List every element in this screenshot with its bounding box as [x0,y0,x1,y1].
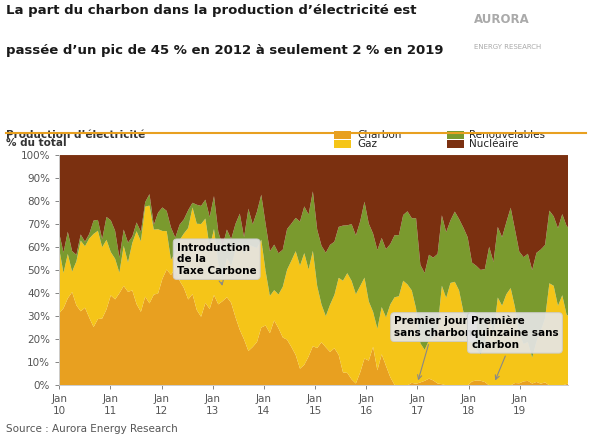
Text: passée d’un pic de 45 % en 2012 à seulement 2 % en 2019: passée d’un pic de 45 % en 2012 à seulem… [6,44,443,57]
Text: Nucléaire: Nucléaire [469,140,519,149]
Text: La part du charbon dans la production d’électricité est: La part du charbon dans la production d’… [6,4,416,17]
Text: Renouvelables: Renouvelables [469,130,545,140]
Text: AURORA: AURORA [474,13,529,26]
Text: Introduction
de la
Taxe Carbone: Introduction de la Taxe Carbone [177,243,256,285]
Text: Charbon: Charbon [357,130,401,140]
Text: Production d’électricité: Production d’électricité [6,129,145,140]
Text: Source : Aurora Energy Research: Source : Aurora Energy Research [6,424,178,434]
Text: Gaz: Gaz [357,140,377,149]
Text: % du total: % du total [6,138,66,148]
Text: Premier jour
sans charbon: Premier jour sans charbon [394,316,473,379]
Text: Première
quinzaine sans
charbon: Première quinzaine sans charbon [471,316,559,379]
Text: ENERGY RESEARCH: ENERGY RESEARCH [474,44,541,51]
